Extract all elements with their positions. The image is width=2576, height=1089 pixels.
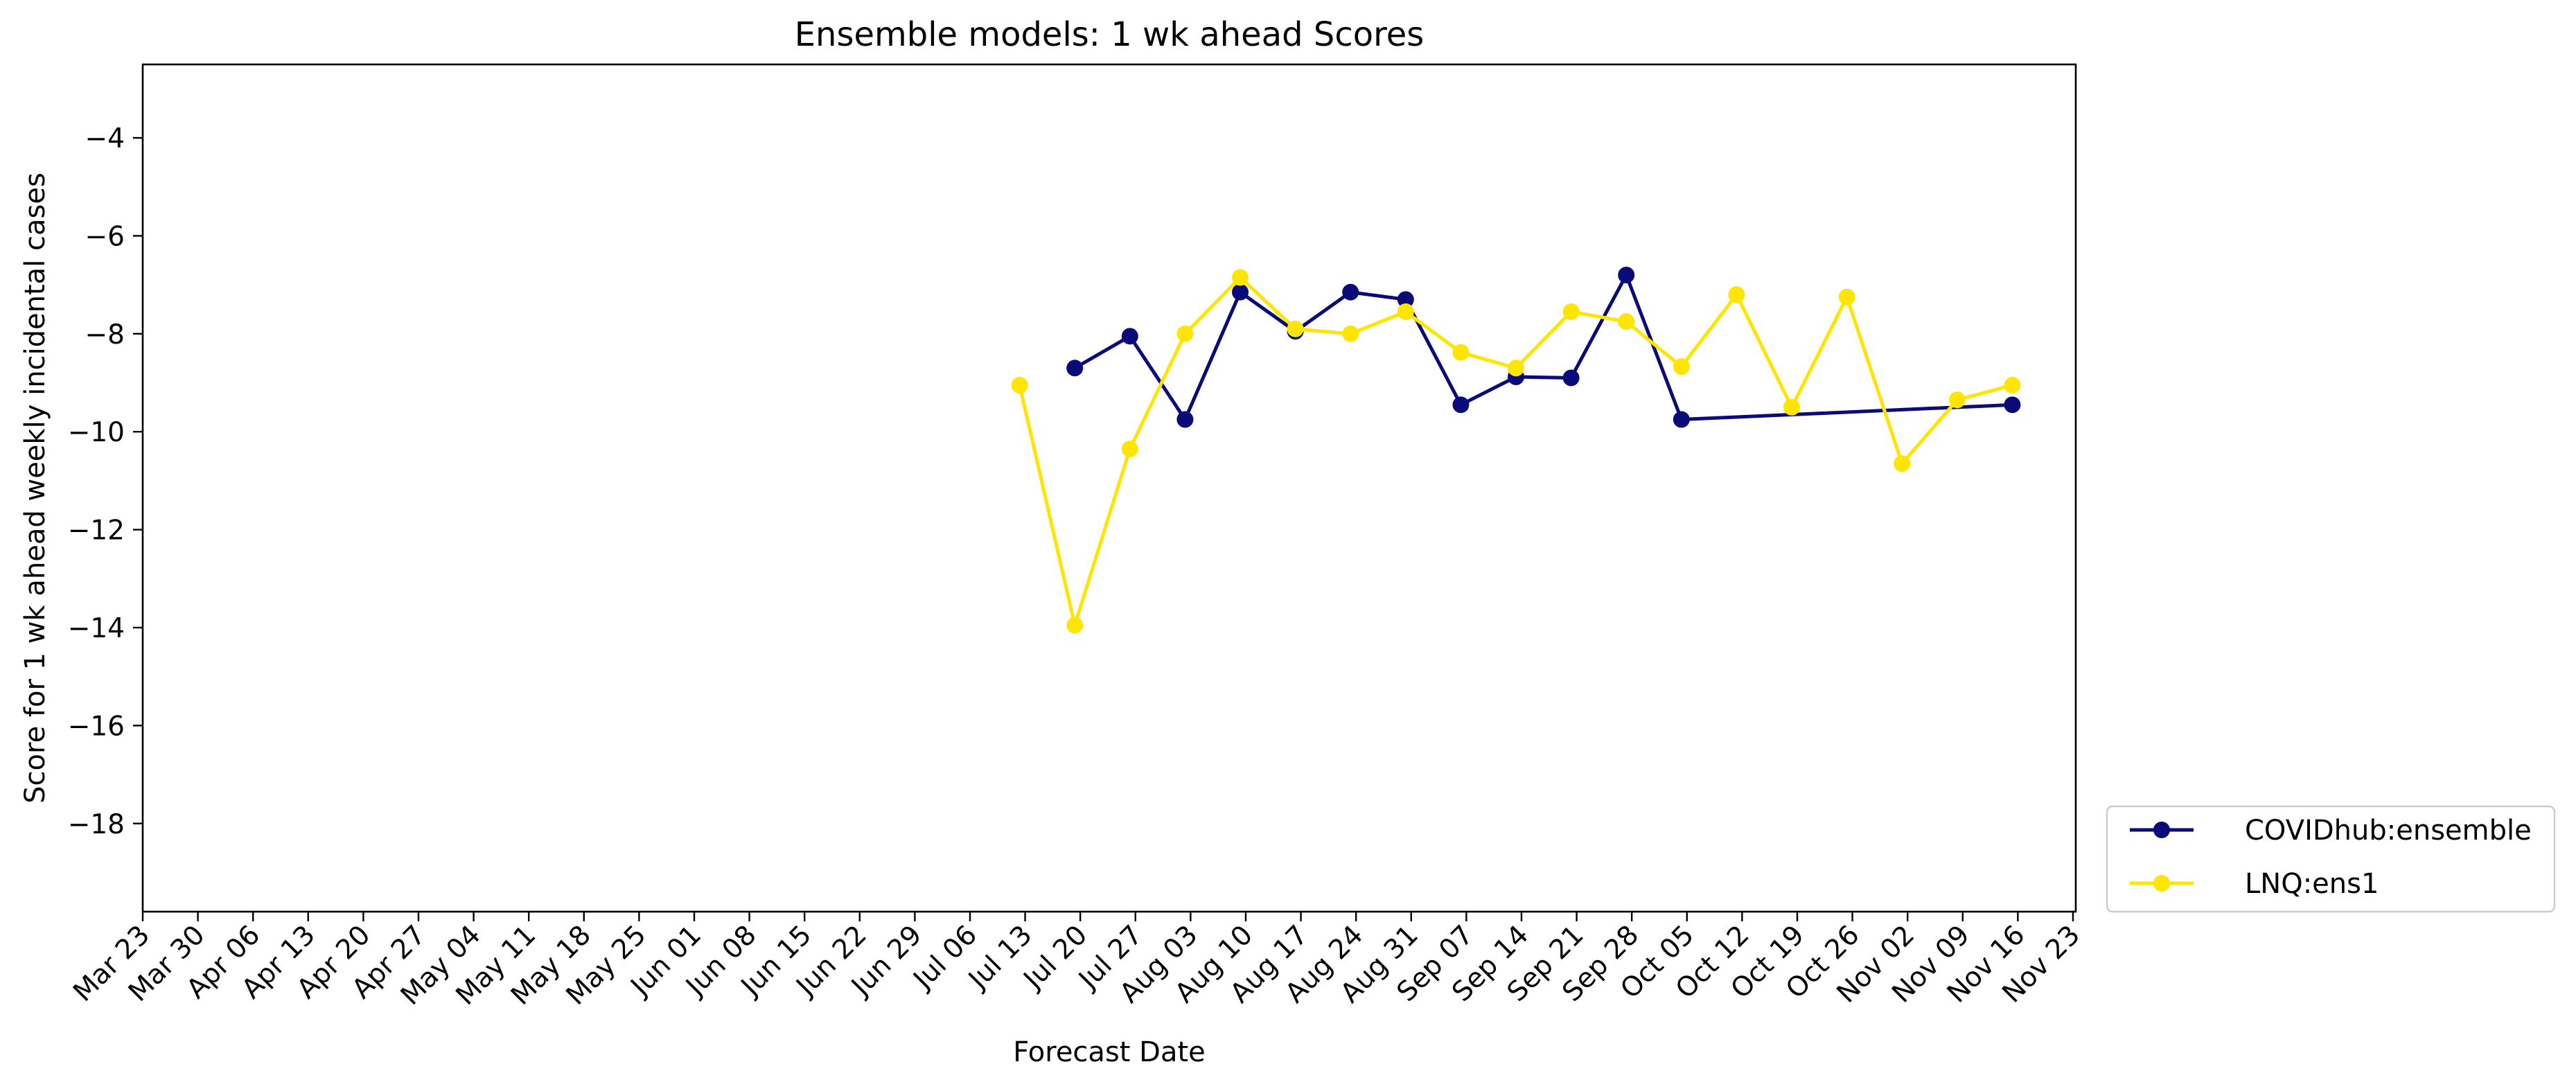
- y-tick-label: −18: [68, 809, 125, 840]
- data-point: [1783, 398, 1801, 416]
- data-point: [1562, 369, 1580, 387]
- data-point: [1397, 291, 1414, 308]
- legend-box: [2106, 805, 2556, 913]
- y-axis: −4 −6 −8 −10 −12 −14 −16 −18: [68, 123, 143, 840]
- data-point: [1397, 303, 1414, 321]
- data-point: [1452, 344, 1470, 361]
- data-point: [1121, 328, 1138, 345]
- series-2: [1011, 269, 2021, 634]
- legend: COVIDhub:ensemble LNQ:ens1: [2106, 805, 2556, 913]
- legend-label: LNQ:ens1: [2245, 868, 2379, 900]
- data-point: [1232, 269, 1249, 286]
- legend-label: COVIDhub:ensemble: [2245, 815, 2532, 847]
- data-point: [1232, 283, 1249, 301]
- y-tick-label: −6: [85, 221, 125, 252]
- data-point: [1287, 320, 1304, 337]
- data-point: [1618, 266, 1635, 283]
- data-point: [1066, 617, 1084, 634]
- data-point: [1176, 325, 1194, 342]
- data-point: [1562, 303, 1580, 321]
- data-point: [2004, 396, 2021, 414]
- x-axis-title: Forecast Date: [1013, 1036, 1206, 1068]
- data-point: [1176, 411, 1194, 428]
- legend-swatch-marker: [2153, 875, 2170, 892]
- data-point: [2004, 377, 2021, 394]
- data-point: [1673, 411, 1690, 428]
- data-point: [1838, 288, 1855, 306]
- data-point: [1121, 440, 1138, 457]
- data-point: [1342, 283, 1359, 301]
- series-layer: [1011, 266, 2021, 634]
- chart-title: Ensemble models: 1 wk ahead Scores: [795, 15, 1424, 54]
- y-tick-label: −4: [85, 123, 125, 154]
- data-point: [1508, 360, 1525, 377]
- data-point: [1948, 391, 1966, 409]
- data-point: [1066, 360, 1084, 377]
- data-point: [1011, 377, 1028, 394]
- legend-swatch-marker: [2153, 822, 2170, 838]
- plot-frame: [141, 63, 2077, 913]
- data-point: [1342, 325, 1359, 342]
- y-tick-label: −16: [68, 711, 125, 742]
- data-point: [1673, 358, 1690, 375]
- y-tick-label: −10: [68, 417, 125, 448]
- data-point: [1894, 455, 1911, 472]
- y-tick-label: −8: [85, 319, 125, 351]
- data-point: [1728, 286, 1745, 303]
- y-axis-title: Score for 1 wk ahead weekly incidental c…: [19, 172, 51, 804]
- y-tick-label: −12: [68, 515, 125, 547]
- y-tick-label: −14: [68, 613, 125, 644]
- data-point: [1452, 396, 1470, 414]
- data-point: [1618, 313, 1635, 330]
